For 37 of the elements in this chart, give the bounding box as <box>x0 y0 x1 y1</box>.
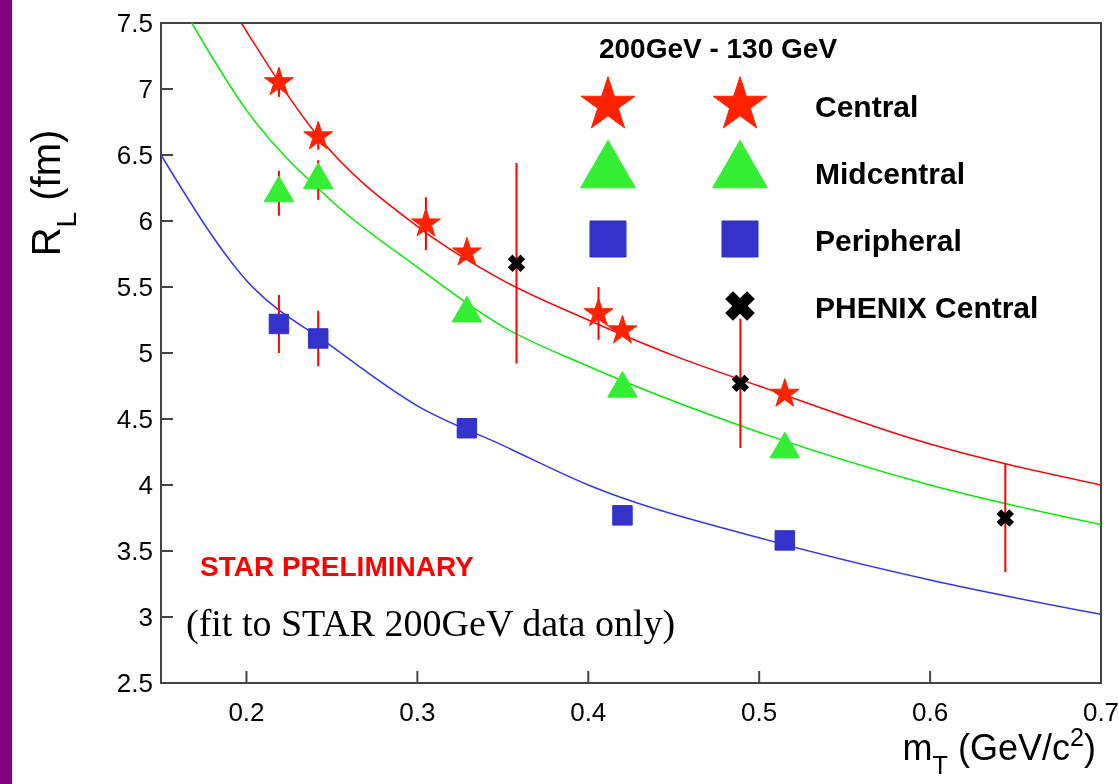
legend-label: PHENIX Central <box>815 291 1039 324</box>
legend-label: Midcentral <box>815 157 966 190</box>
y-tick-label: 5 <box>138 338 153 368</box>
x-tick-label: 0.5 <box>741 697 778 727</box>
y-tick-label: 4 <box>138 470 153 500</box>
point <box>263 66 294 96</box>
y-tick-label: 2.5 <box>116 668 153 698</box>
annotation: (fit to STAR 200GeV data only) <box>186 602 676 645</box>
y-tick-label: 7 <box>138 74 153 104</box>
y-tick-label: 3 <box>138 602 153 632</box>
y-tick-label: 5.5 <box>116 272 153 302</box>
legend-label: Peripheral <box>815 224 962 257</box>
point <box>410 207 441 237</box>
point <box>303 120 334 150</box>
x-tick-label: 0.4 <box>570 697 607 727</box>
point <box>583 297 614 327</box>
point <box>456 417 478 439</box>
point <box>612 505 633 526</box>
point <box>607 314 638 344</box>
legend-label: Central <box>815 90 919 123</box>
point <box>731 374 749 392</box>
point <box>507 254 525 272</box>
x-tick-label: 0.2 <box>228 697 265 727</box>
legend-title: 200GeV - 130 GeV <box>598 33 838 64</box>
y-tick-label: 6.5 <box>116 140 153 170</box>
y-tick-label: 7.5 <box>116 8 153 38</box>
y-tick-label: 6 <box>138 206 153 236</box>
point <box>307 328 329 349</box>
y-tick-label: 3.5 <box>116 536 153 566</box>
x-tick-label: 0.3 <box>399 697 436 727</box>
point <box>268 313 290 335</box>
point <box>769 378 800 407</box>
point <box>451 236 482 266</box>
y-tick-label: 4.5 <box>116 404 153 434</box>
point <box>774 530 796 551</box>
annotation: STAR PRELIMINARY <box>200 551 475 582</box>
point <box>996 509 1014 527</box>
